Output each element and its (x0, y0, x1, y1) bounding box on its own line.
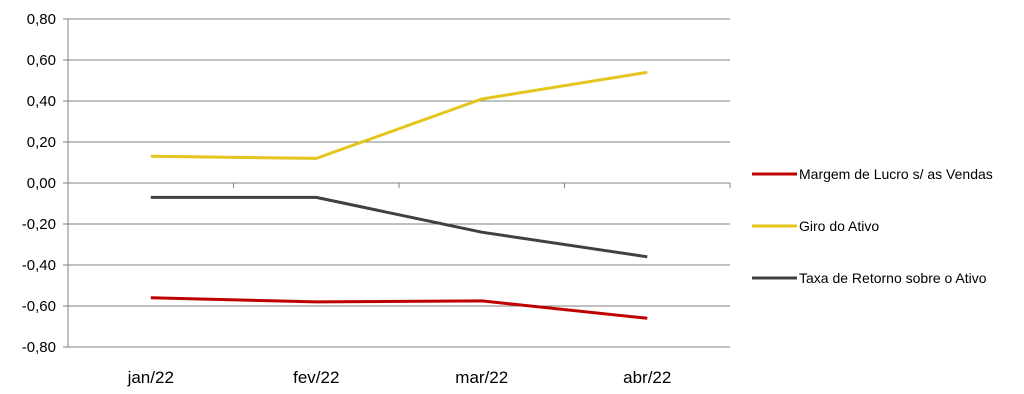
y-tick-label: 0,00 (27, 175, 56, 192)
y-tick-label: 0,60 (27, 52, 56, 69)
series-line-3 (150, 195, 648, 259)
legend-label: Margem de Lucro s/ as Vendas (799, 166, 993, 182)
legend-label: Giro do Ativo (799, 218, 879, 234)
series-lines (150, 70, 648, 320)
y-tick-label: 0,40 (27, 93, 56, 110)
axes (63, 18, 731, 348)
y-tick-label: 0,80 (27, 11, 56, 28)
y-tick-label: 0,20 (27, 134, 56, 151)
x-tick-labels: jan/22 fev/22 mar/22 abr/22 (127, 368, 672, 387)
y-tick-labels: 0,80 0,60 0,40 0,20 0,00 -0,20 -0,40 -0,60 -0,80 (22, 11, 56, 356)
x-tick-label: fev/22 (293, 368, 339, 387)
y-tick-label: -0,40 (22, 257, 56, 274)
x-tick-label: jan/22 (127, 368, 174, 387)
y-tick-label: -0,20 (22, 216, 56, 233)
y-tick-label: -0,60 (22, 298, 56, 315)
series-line-1 (150, 296, 648, 320)
x-tick-label: mar/22 (455, 368, 508, 387)
y-tick-label: -0,80 (22, 339, 56, 356)
series-line-2 (150, 70, 648, 160)
x-tick-label: abr/22 (623, 368, 671, 387)
legend: Margem de Lucro s/ as Vendas Giro do Ativ… (752, 166, 993, 286)
legend-label: Taxa de Retorno sobre o Ativo (799, 270, 987, 286)
